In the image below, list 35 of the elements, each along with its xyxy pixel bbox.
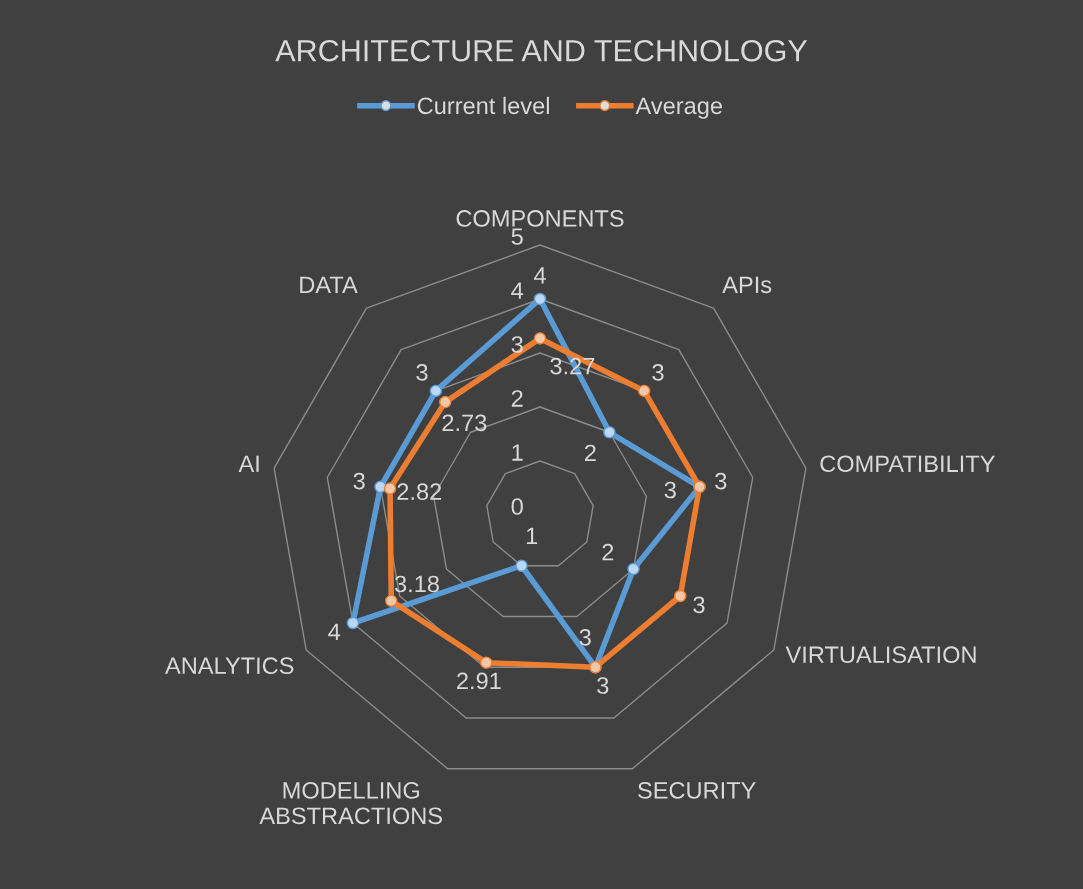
data-label: 3: [416, 363, 428, 381]
data-label: 4: [533, 267, 546, 284]
data-label: 3: [715, 472, 727, 490]
data-label: 3: [693, 596, 705, 614]
spoke-label: COMPONENTS: [456, 210, 624, 227]
spoke-label: APIs: [722, 276, 772, 294]
data-label: 3: [353, 472, 365, 490]
y-tick-label: 3: [511, 336, 523, 353]
data-label: 2: [584, 444, 596, 462]
spoke-label: DATA: [300, 276, 358, 293]
y-tick-label: 5: [511, 228, 523, 245]
data-label: 4: [328, 623, 341, 640]
spoke-label: COMPATIBILITY: [820, 455, 995, 473]
data-label: 3: [597, 677, 609, 694]
spoke-label: AI: [238, 455, 259, 472]
y-tick-label: 0: [511, 498, 523, 515]
data-label: 2.82: [397, 483, 442, 501]
data-label: 3.18: [394, 575, 439, 593]
data-label: 3: [579, 628, 591, 646]
data-label: 2.91: [457, 672, 501, 690]
data-label: 1: [526, 527, 538, 544]
y-tick-label: 1: [512, 444, 523, 461]
data-label: 3: [664, 481, 676, 499]
legend-label: Current level: [417, 96, 549, 115]
data-label: 2: [602, 543, 614, 561]
legend-label: Average: [635, 97, 722, 119]
y-tick-label: 2: [511, 390, 523, 407]
data-label: 3: [652, 363, 664, 381]
spoke-label: MODELLING ABSTRACTIONS: [259, 782, 442, 825]
spoke-label: VIRTUALISATION: [785, 646, 976, 664]
chart-title: ARCHITECTURE AND TECHNOLOGY: [275, 39, 808, 62]
spoke-label: ANALYTICS: [165, 657, 294, 675]
spoke-label: SECURITY: [638, 782, 756, 799]
y-tick-label: 4: [511, 282, 524, 299]
data-label: 2.73: [442, 414, 487, 432]
